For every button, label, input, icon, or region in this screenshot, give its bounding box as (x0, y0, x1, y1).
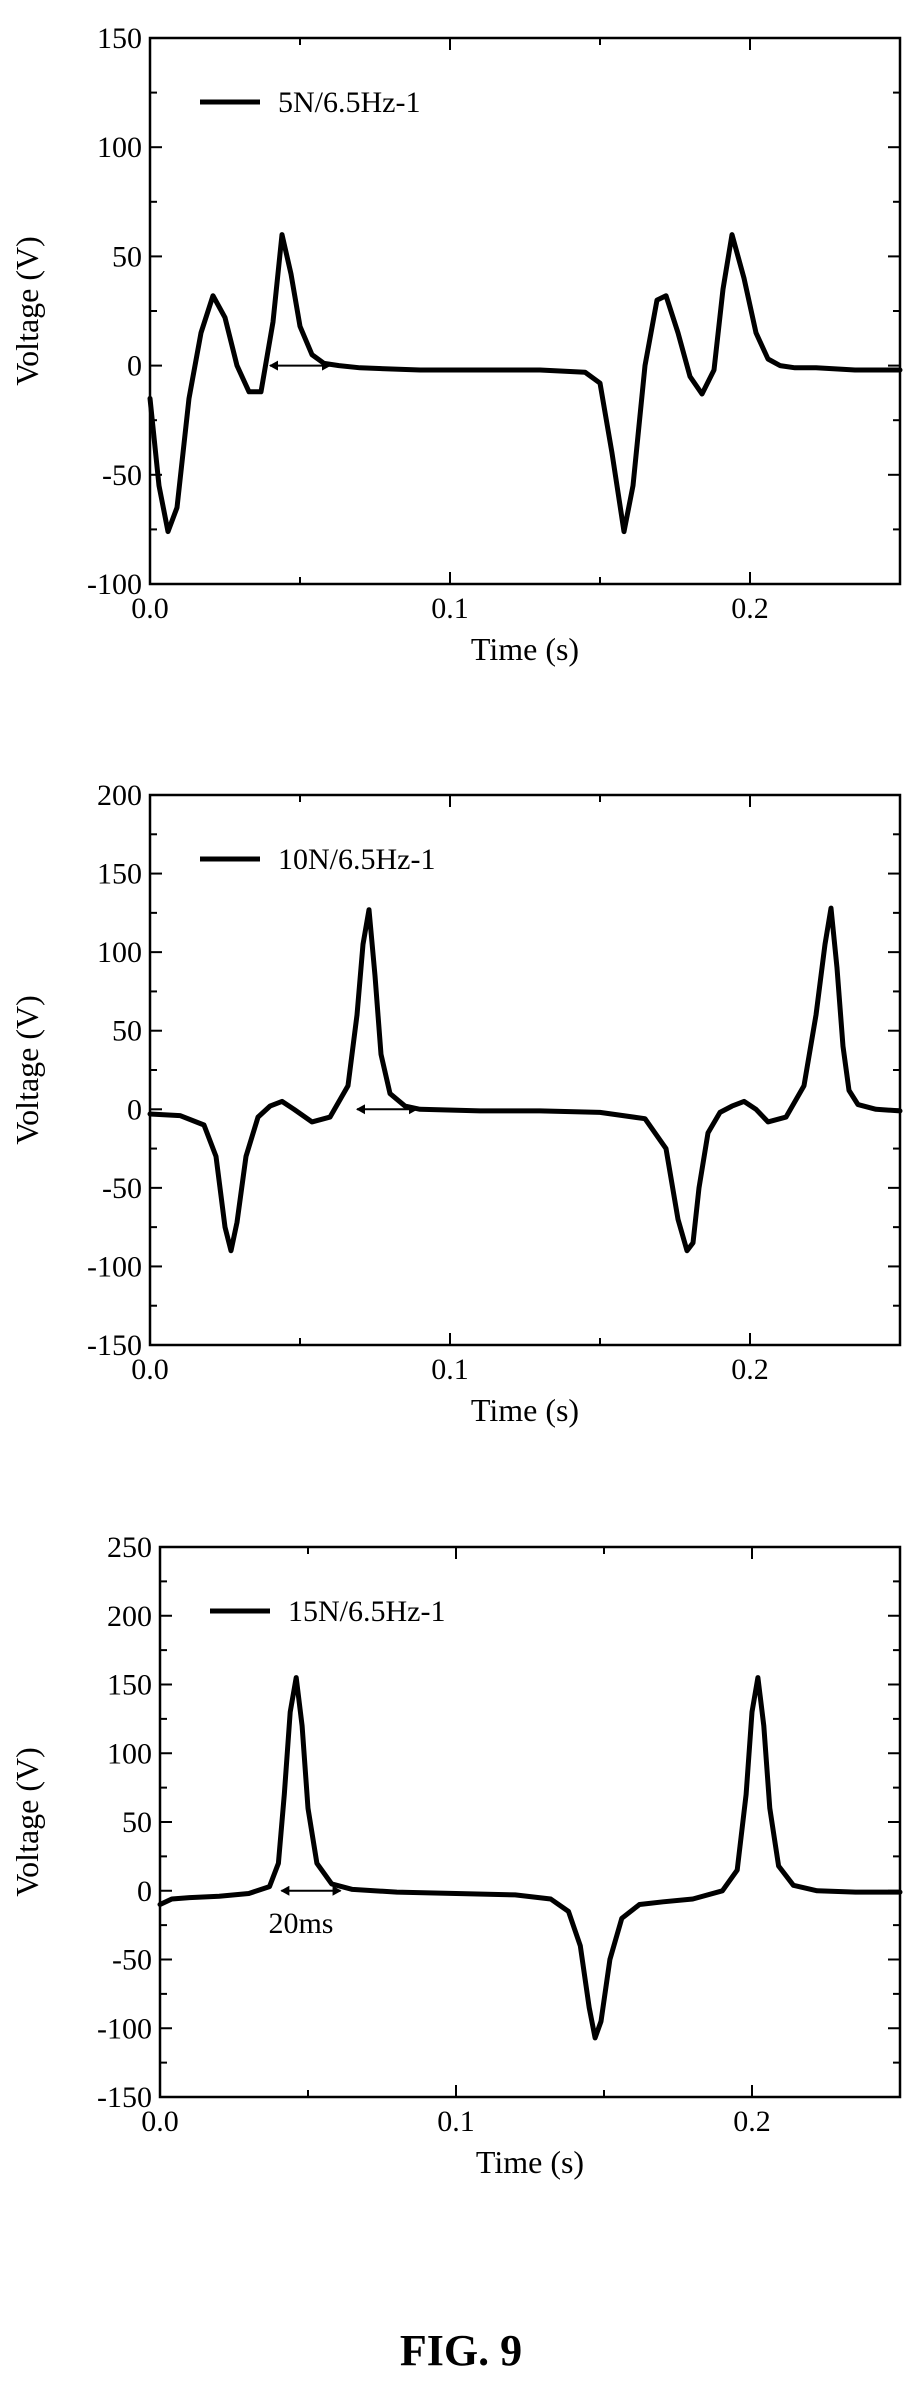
y-tick-label: -50 (102, 459, 142, 492)
y-tick-label: 0 (127, 1093, 142, 1126)
y-axis-title: Voltage (V) (9, 1747, 45, 1897)
y-tick-label: 250 (107, 1531, 152, 1564)
y-tick-label: -50 (112, 1944, 152, 1977)
chart-panel-3: 0.0 0.1 0.2 -150 -100 -50 0 50 100 150 200 250 Time … (9, 1531, 903, 2180)
x-axis-title: Time (s) (471, 631, 579, 667)
y-tick-label: 150 (97, 22, 142, 55)
duration-annotation: 20ms (268, 1907, 333, 1940)
y-tick-label: 100 (97, 936, 142, 969)
figure-caption: FIG. 9 (400, 2326, 522, 2375)
y-tick-label: -150 (87, 1329, 142, 1362)
x-tick-label: 0.1 (431, 592, 469, 625)
legend-label: 15N/6.5Hz-1 (288, 1595, 445, 1628)
x-tick-label: 0.2 (731, 592, 769, 625)
y-tick-label: 200 (97, 779, 142, 812)
legend-label: 5N/6.5Hz-1 (278, 86, 420, 119)
x-axis-title: Time (s) (476, 2144, 584, 2180)
y-tick-label: 50 (122, 1806, 152, 1839)
y-tick-label: 200 (107, 1600, 152, 1633)
y-tick-label: 50 (112, 1015, 142, 1048)
x-tick-label: 0.0 (141, 2105, 179, 2138)
y-tick-label: -50 (102, 1172, 142, 1205)
legend-label: 10N/6.5Hz-1 (278, 843, 435, 876)
y-axis-title: Voltage (V) (9, 995, 45, 1145)
y-tick-label: 0 (137, 1875, 152, 1908)
chart-panel-2: 0.0 0.1 0.2 -150 -100 -50 0 50 100 150 200 Time (s)… (9, 779, 903, 1428)
chart-panel-1: 0.0 0.1 0.2 -100 -50 0 50 100 150 Time (s) Voltage… (9, 22, 903, 667)
series-line (147, 905, 903, 1254)
y-tick-label: -100 (87, 1250, 142, 1283)
series-line (147, 232, 903, 535)
y-tick-label: -100 (97, 2012, 152, 2045)
plot-frame (148, 36, 902, 586)
x-tick-label: 0.2 (731, 1353, 769, 1386)
y-axis-title: Voltage (V) (9, 236, 45, 386)
x-tick-label: 0.1 (431, 1353, 469, 1386)
x-tick-label: 0.0 (131, 1353, 169, 1386)
y-tick-label: 100 (97, 131, 142, 164)
series-line (157, 1675, 903, 2041)
y-tick-label: 150 (107, 1669, 152, 1702)
y-tick-label: 0 (127, 350, 142, 383)
x-tick-label: 0.2 (733, 2105, 771, 2138)
x-axis-title: Time (s) (471, 1392, 579, 1428)
x-tick-label: 0.0 (131, 592, 169, 625)
plot-frame (158, 1545, 902, 2099)
y-tick-label: 100 (107, 1737, 152, 1770)
y-tick-label: -150 (97, 2081, 152, 2114)
y-tick-label: -100 (87, 568, 142, 601)
y-tick-label: 150 (97, 858, 142, 891)
plot-frame (148, 793, 902, 1347)
x-tick-label: 0.1 (437, 2105, 475, 2138)
y-tick-label: 50 (112, 240, 142, 273)
